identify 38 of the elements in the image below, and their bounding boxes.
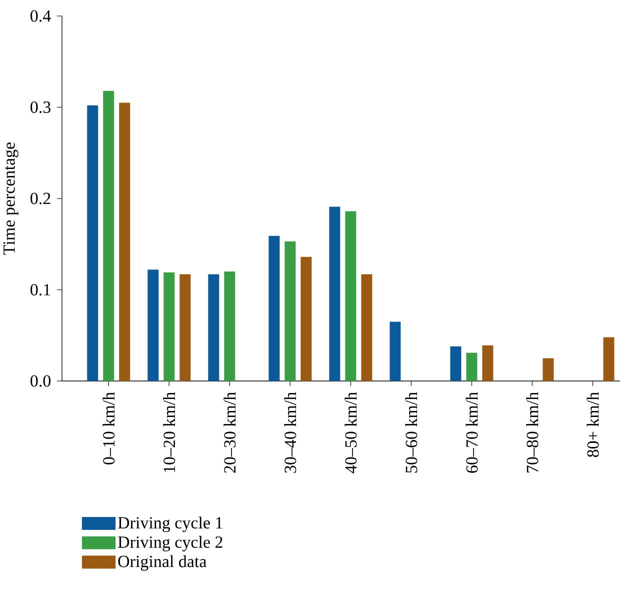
bar [345,211,356,381]
x-tick-label: 20–30 km/h [224,392,236,473]
bar [466,352,478,381]
bar [300,256,312,381]
x-tick-label: 30–40 km/h [284,392,296,473]
legend-label: Driving cycle 2 [118,536,222,552]
bar [482,345,494,381]
bar [268,236,280,381]
y-tick-label: 0.3 [30,101,50,114]
x-tick-label: 60–70 km/h [466,392,478,473]
bar [390,322,401,381]
x-tick-label: 10–20 km/h [163,392,176,472]
bar [224,272,236,381]
y-tick-label: 0.4 [30,10,51,22]
bar [329,206,340,381]
y-tick-label: 0.2 [30,192,50,204]
bar [119,102,130,381]
bar [148,270,159,381]
bar [180,274,191,381]
bar [103,90,114,381]
x-tick-label: 70–80 km/h [526,392,538,472]
bar [361,274,372,381]
y-tick-label: 0.0 [30,375,50,387]
x-tick-label: 40–50 km/h [344,392,357,474]
bar [164,272,175,381]
bar [450,346,462,381]
x-tick-label: 0–10 km/h [102,392,115,464]
y-axis-title: Time percentage [3,142,18,255]
legend-label: Driving cycle 1 [118,516,222,532]
legend-label: Original data [118,555,206,571]
x-tick-label: 80+ km/h [586,392,599,458]
bar [87,105,98,381]
bar [284,241,296,381]
bar [208,274,220,381]
bar [603,337,614,381]
bar [542,358,554,381]
x-tick-label: 50–60 km/h [405,392,418,473]
y-tick-label: 0.1 [30,284,50,296]
